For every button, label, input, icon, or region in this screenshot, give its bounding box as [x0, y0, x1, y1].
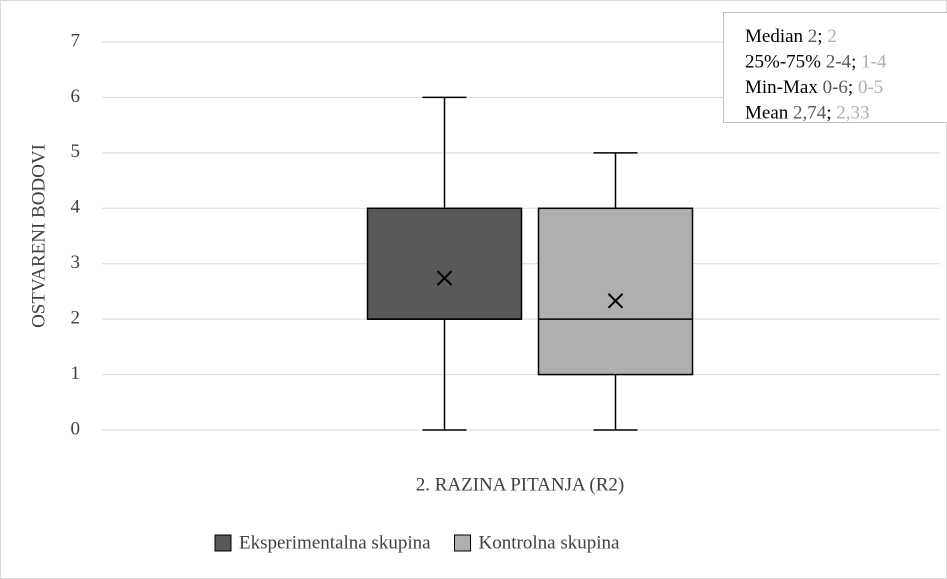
annotation-value: 1-4: [861, 52, 887, 73]
legend-label: Eksperimentalna skupina: [239, 532, 431, 553]
annotation-value: 2-4: [826, 52, 852, 73]
legend-label: Kontrolna skupina: [479, 532, 620, 553]
y-tick-label: 3: [71, 252, 81, 273]
y-tick-label: 2: [71, 308, 81, 329]
y-tick-label: 7: [71, 30, 81, 51]
annotation-value: 2,33: [836, 103, 869, 124]
annotation-separator: ;: [848, 77, 853, 98]
legend-swatch: [214, 534, 232, 552]
mean-marker: [607, 293, 624, 309]
box: [366, 207, 523, 320]
annotation-value: 2,74: [793, 103, 827, 124]
annotation-line: Median 2; 2: [745, 26, 837, 47]
legend-swatch: [454, 534, 472, 552]
y-tick-label: 4: [71, 197, 81, 218]
y-tick-label: 0: [71, 418, 81, 439]
annotation-box: [723, 12, 947, 123]
annotation-value: 2: [827, 26, 837, 47]
y-tick-label: 1: [71, 363, 81, 384]
annotation-separator: ;: [817, 26, 822, 47]
annotation: Median 2; 2 25%-75% 2-4; 1-4 Min-Max 0-6; …: [723, 12, 947, 124]
y-tick-label: 5: [71, 141, 81, 162]
annotation-value: 0-6: [823, 77, 848, 98]
annotation-line: Min-Max 0-6; 0-5: [745, 77, 883, 98]
annotation-separator: ;: [851, 52, 856, 73]
y-axis-label: OSTVARENI BODOVI: [28, 144, 49, 328]
annotation-label: Median: [745, 26, 804, 47]
annotation-line: 25%-75% 2-4; 1-4: [745, 52, 887, 73]
x-axis-label: 2. RAZINA PITANJA (R2): [416, 474, 625, 495]
annotation-line: Mean 2,74; 2,33: [745, 103, 870, 124]
annotation-label: Mean: [745, 103, 789, 124]
annotation-value: 2: [808, 26, 818, 47]
annotation-label: Min-Max: [745, 77, 818, 98]
annotation-separator: ;: [826, 103, 831, 124]
annotation-value: 0-5: [858, 77, 883, 98]
mean-marker: [436, 270, 453, 286]
box: [537, 207, 694, 376]
y-tick-label: 6: [71, 86, 81, 107]
annotation-label: 25%-75%: [745, 52, 821, 73]
